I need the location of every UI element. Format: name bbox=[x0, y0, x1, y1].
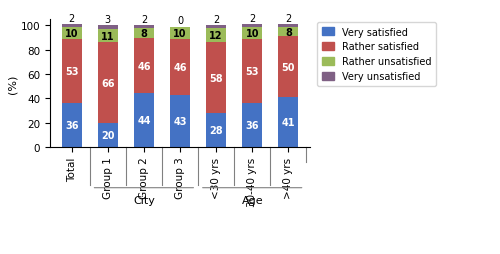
Text: 2: 2 bbox=[285, 14, 292, 24]
Bar bbox=[134, 94, 154, 147]
Text: 53: 53 bbox=[65, 67, 78, 77]
Text: 36: 36 bbox=[65, 121, 78, 131]
Text: 2: 2 bbox=[213, 15, 219, 25]
Bar bbox=[278, 98, 298, 147]
Bar bbox=[242, 25, 262, 28]
Text: 0: 0 bbox=[177, 17, 183, 26]
Bar bbox=[278, 28, 298, 37]
Text: 46: 46 bbox=[137, 61, 150, 71]
Text: 11: 11 bbox=[101, 32, 114, 42]
Text: 2: 2 bbox=[249, 14, 256, 24]
Bar bbox=[242, 28, 262, 40]
Text: 8: 8 bbox=[140, 29, 147, 39]
Text: 20: 20 bbox=[101, 130, 114, 140]
Y-axis label: (%): (%) bbox=[8, 74, 18, 93]
Bar bbox=[242, 104, 262, 147]
Text: 58: 58 bbox=[210, 73, 223, 83]
Text: 8: 8 bbox=[285, 27, 292, 37]
Bar bbox=[98, 43, 117, 123]
Text: 66: 66 bbox=[101, 78, 114, 88]
Bar bbox=[170, 28, 190, 40]
Bar bbox=[278, 25, 298, 28]
Bar bbox=[278, 37, 298, 98]
Text: 50: 50 bbox=[282, 62, 295, 72]
Bar bbox=[98, 26, 117, 30]
Bar bbox=[206, 26, 226, 29]
Text: City: City bbox=[133, 196, 155, 205]
Bar bbox=[98, 123, 117, 147]
Bar bbox=[62, 104, 82, 147]
Bar bbox=[170, 95, 190, 147]
Bar bbox=[206, 29, 226, 43]
Bar bbox=[62, 40, 82, 104]
Text: 2: 2 bbox=[141, 15, 147, 25]
Text: 44: 44 bbox=[137, 116, 150, 126]
Bar bbox=[242, 40, 262, 104]
Bar bbox=[62, 25, 82, 28]
Legend: Very satisfied, Rather satisfied, Rather unsatisfied, Very unsatisfied: Very satisfied, Rather satisfied, Rather… bbox=[318, 23, 436, 87]
Text: 43: 43 bbox=[174, 116, 187, 126]
Text: 12: 12 bbox=[210, 31, 223, 41]
Bar bbox=[98, 30, 117, 43]
Text: 46: 46 bbox=[174, 62, 187, 72]
Text: Age: Age bbox=[242, 196, 263, 205]
Text: 28: 28 bbox=[210, 125, 223, 135]
Bar bbox=[206, 114, 226, 147]
Text: 10: 10 bbox=[65, 29, 78, 39]
Bar bbox=[134, 29, 154, 38]
Bar bbox=[170, 40, 190, 95]
Bar bbox=[134, 38, 154, 94]
Text: 10: 10 bbox=[246, 29, 259, 39]
Text: 41: 41 bbox=[282, 118, 295, 128]
Text: 2: 2 bbox=[68, 14, 75, 24]
Text: 10: 10 bbox=[174, 29, 187, 39]
Bar bbox=[62, 28, 82, 40]
Bar bbox=[134, 26, 154, 29]
Text: 36: 36 bbox=[246, 121, 259, 131]
Bar bbox=[206, 43, 226, 114]
Text: 3: 3 bbox=[104, 15, 111, 25]
Text: 53: 53 bbox=[246, 67, 259, 77]
